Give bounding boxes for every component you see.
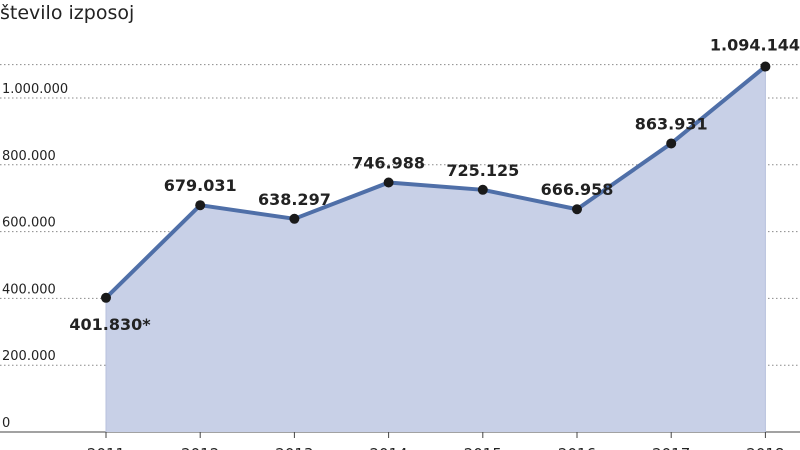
- data-label: 1.094.144: [710, 36, 800, 55]
- y-tick-label: 200.000: [2, 349, 56, 364]
- data-label: 679.031: [164, 176, 237, 195]
- data-point: [760, 61, 771, 72]
- area-fill: [105, 66, 766, 432]
- x-axis-ticks: 2011 2012 2013 2014 2015 2016 2017 2018: [87, 432, 784, 450]
- x-tick-label: 2016: [558, 445, 596, 450]
- x-tick-label: 2012: [181, 445, 219, 450]
- data-point: [572, 204, 582, 215]
- data-labels: 401.830* 679.031 638.297 746.988 725.125 666.…: [69, 36, 800, 334]
- x-tick-label: 2018: [746, 445, 784, 450]
- area-fill-shape: [106, 66, 766, 432]
- data-label: 666.958: [541, 180, 614, 199]
- data-points: [101, 61, 771, 303]
- data-point: [101, 292, 111, 303]
- data-point: [477, 184, 488, 195]
- y-tick-label: 800.000: [2, 149, 56, 164]
- series-polyline: [104, 64, 768, 300]
- x-tick-label: 2014: [370, 445, 408, 450]
- data-point: [289, 213, 300, 224]
- x-tick-label: 2017: [652, 445, 690, 450]
- data-label: 638.297: [258, 190, 331, 209]
- data-point: [195, 200, 206, 211]
- data-point: [383, 177, 394, 188]
- data-label: 746.988: [352, 154, 425, 173]
- y-axis-ticks: 0 200.000 400.000 600.000 800.000 1.000.000: [2, 82, 68, 431]
- x-tick-label: 2013: [275, 445, 313, 450]
- y-tick-label: 0: [2, 416, 10, 431]
- y-tick-label: 1.000.000: [2, 82, 68, 97]
- data-label: 401.830*: [69, 315, 151, 334]
- series-line: [104, 64, 768, 300]
- data-point: [666, 138, 677, 149]
- y-tick-label: 400.000: [2, 282, 56, 297]
- x-tick-label: 2011: [87, 445, 125, 450]
- x-tick-label: 2015: [464, 445, 502, 450]
- data-label: 725.125: [446, 161, 519, 180]
- data-label: 863.931: [635, 114, 708, 133]
- y-tick-label: 600.000: [2, 216, 56, 231]
- chart-title: število izposoj: [0, 2, 135, 24]
